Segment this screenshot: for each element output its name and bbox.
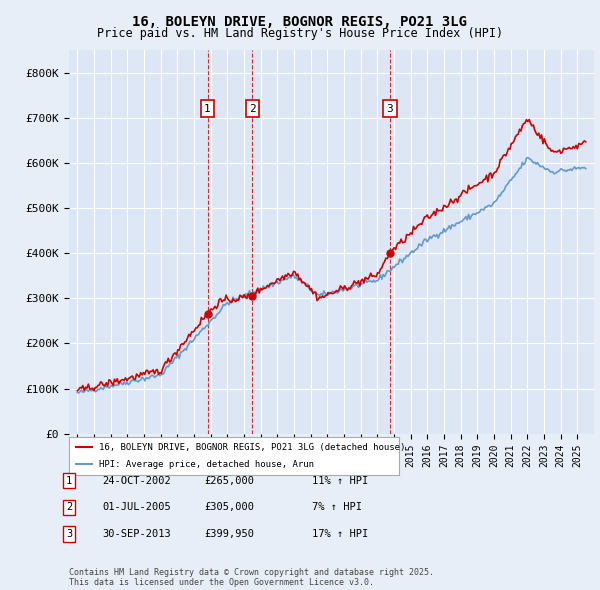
Text: 17% ↑ HPI: 17% ↑ HPI xyxy=(312,529,368,539)
Text: 01-JUL-2005: 01-JUL-2005 xyxy=(102,503,171,512)
Text: Contains HM Land Registry data © Crown copyright and database right 2025.
This d: Contains HM Land Registry data © Crown c… xyxy=(69,568,434,587)
Text: 2: 2 xyxy=(66,503,72,512)
Text: 1: 1 xyxy=(66,476,72,486)
Text: 2: 2 xyxy=(249,104,256,114)
Text: 16, BOLEYN DRIVE, BOGNOR REGIS, PO21 3LG: 16, BOLEYN DRIVE, BOGNOR REGIS, PO21 3LG xyxy=(133,15,467,29)
Text: 16, BOLEYN DRIVE, BOGNOR REGIS, PO21 3LG (detached house): 16, BOLEYN DRIVE, BOGNOR REGIS, PO21 3LG… xyxy=(98,443,405,452)
Text: 30-SEP-2013: 30-SEP-2013 xyxy=(102,529,171,539)
Text: £399,950: £399,950 xyxy=(204,529,254,539)
Text: 7% ↑ HPI: 7% ↑ HPI xyxy=(312,503,362,512)
Text: 11% ↑ HPI: 11% ↑ HPI xyxy=(312,476,368,486)
Text: £305,000: £305,000 xyxy=(204,503,254,512)
Text: £265,000: £265,000 xyxy=(204,476,254,486)
Text: Price paid vs. HM Land Registry's House Price Index (HPI): Price paid vs. HM Land Registry's House … xyxy=(97,27,503,40)
Text: 24-OCT-2002: 24-OCT-2002 xyxy=(102,476,171,486)
Text: 3: 3 xyxy=(386,104,393,114)
Text: HPI: Average price, detached house, Arun: HPI: Average price, detached house, Arun xyxy=(98,460,314,468)
Text: 3: 3 xyxy=(66,529,72,539)
Text: 1: 1 xyxy=(204,104,211,114)
